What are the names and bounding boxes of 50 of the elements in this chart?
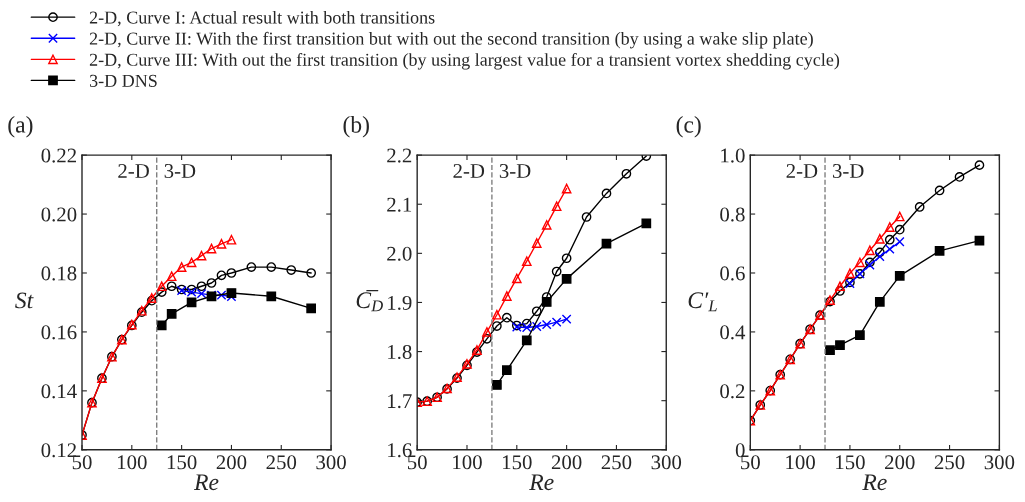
legend-label: 2-D, Curve I: Actual result with both transitions (89, 10, 435, 27)
y-axis-title: St (15, 292, 34, 309)
y-tick-label: 2.2 (387, 148, 412, 163)
y-tick-label: 0.6 (720, 266, 745, 281)
legend-label: 2-D, Curve II: With the first transition but with out the second transition (by using a wake slip plate) (89, 31, 813, 49)
annotation: 3-D (164, 164, 196, 179)
x-tick-label: 100 (118, 455, 147, 470)
y-axis-title: C′$_{L}$ (688, 292, 717, 312)
x-tick-label: 250 (601, 455, 632, 470)
x-axis-title: Re (529, 474, 554, 491)
y-tick-label: 1.0 (721, 148, 745, 163)
x-tick-label: 200 (551, 455, 582, 470)
annotation: 3-D (499, 164, 531, 179)
y-tick-label: 1.7 (388, 394, 412, 409)
x-tick-label: 300 (984, 455, 1015, 470)
y-tick-label: 1.8 (388, 344, 412, 360)
x-axis-title: Re (862, 474, 887, 491)
x-tick-label: 150 (167, 455, 197, 470)
x-tick-label: 250 (934, 455, 965, 470)
legend-label: 3-D DNS (89, 74, 157, 87)
y-axis-title: C̅$_{D}$ (356, 289, 383, 312)
chart-title: (a) (8, 116, 33, 138)
y-tick-label: 0.22 (41, 148, 76, 163)
legend-label: 2-D, Curve III: With out the first transition (by using largest value for a transient vortex shedding cycle) (89, 52, 840, 70)
x-tick-label: 200 (885, 455, 915, 470)
x-tick-label: 250 (266, 455, 297, 470)
annotation: 2-D (786, 164, 818, 178)
chart-title: (c) (676, 116, 701, 138)
y-tick-label: 0.20 (41, 207, 77, 222)
y-tick-label: 0.18 (41, 266, 77, 281)
annotation: 2-D (118, 164, 149, 178)
annotation: 2-D (453, 164, 485, 178)
annotation: 3-D (832, 164, 864, 179)
x-tick-label: 300 (316, 455, 346, 470)
y-tick-label: 0.14 (41, 384, 77, 399)
y-tick-label: 1.9 (388, 295, 412, 310)
y-tick-label: 0.16 (41, 325, 77, 340)
chart-title: (b) (343, 116, 369, 138)
x-tick-label: 200 (216, 455, 247, 470)
x-tick-label: 150 (503, 455, 532, 470)
x-axis-title: Re (193, 474, 219, 491)
x-tick-label: 100 (453, 455, 482, 470)
y-tick-label: 0.8 (720, 207, 745, 222)
x-tick-label: 300 (651, 455, 682, 470)
y-tick-label: 2.1 (387, 197, 412, 212)
y-tick-label: 0.4 (720, 325, 746, 340)
y-tick-label: 0.2 (720, 384, 745, 399)
x-tick-label: 100 (786, 455, 815, 470)
x-tick-label: 150 (836, 455, 865, 470)
y-tick-label: 2.0 (387, 246, 412, 261)
